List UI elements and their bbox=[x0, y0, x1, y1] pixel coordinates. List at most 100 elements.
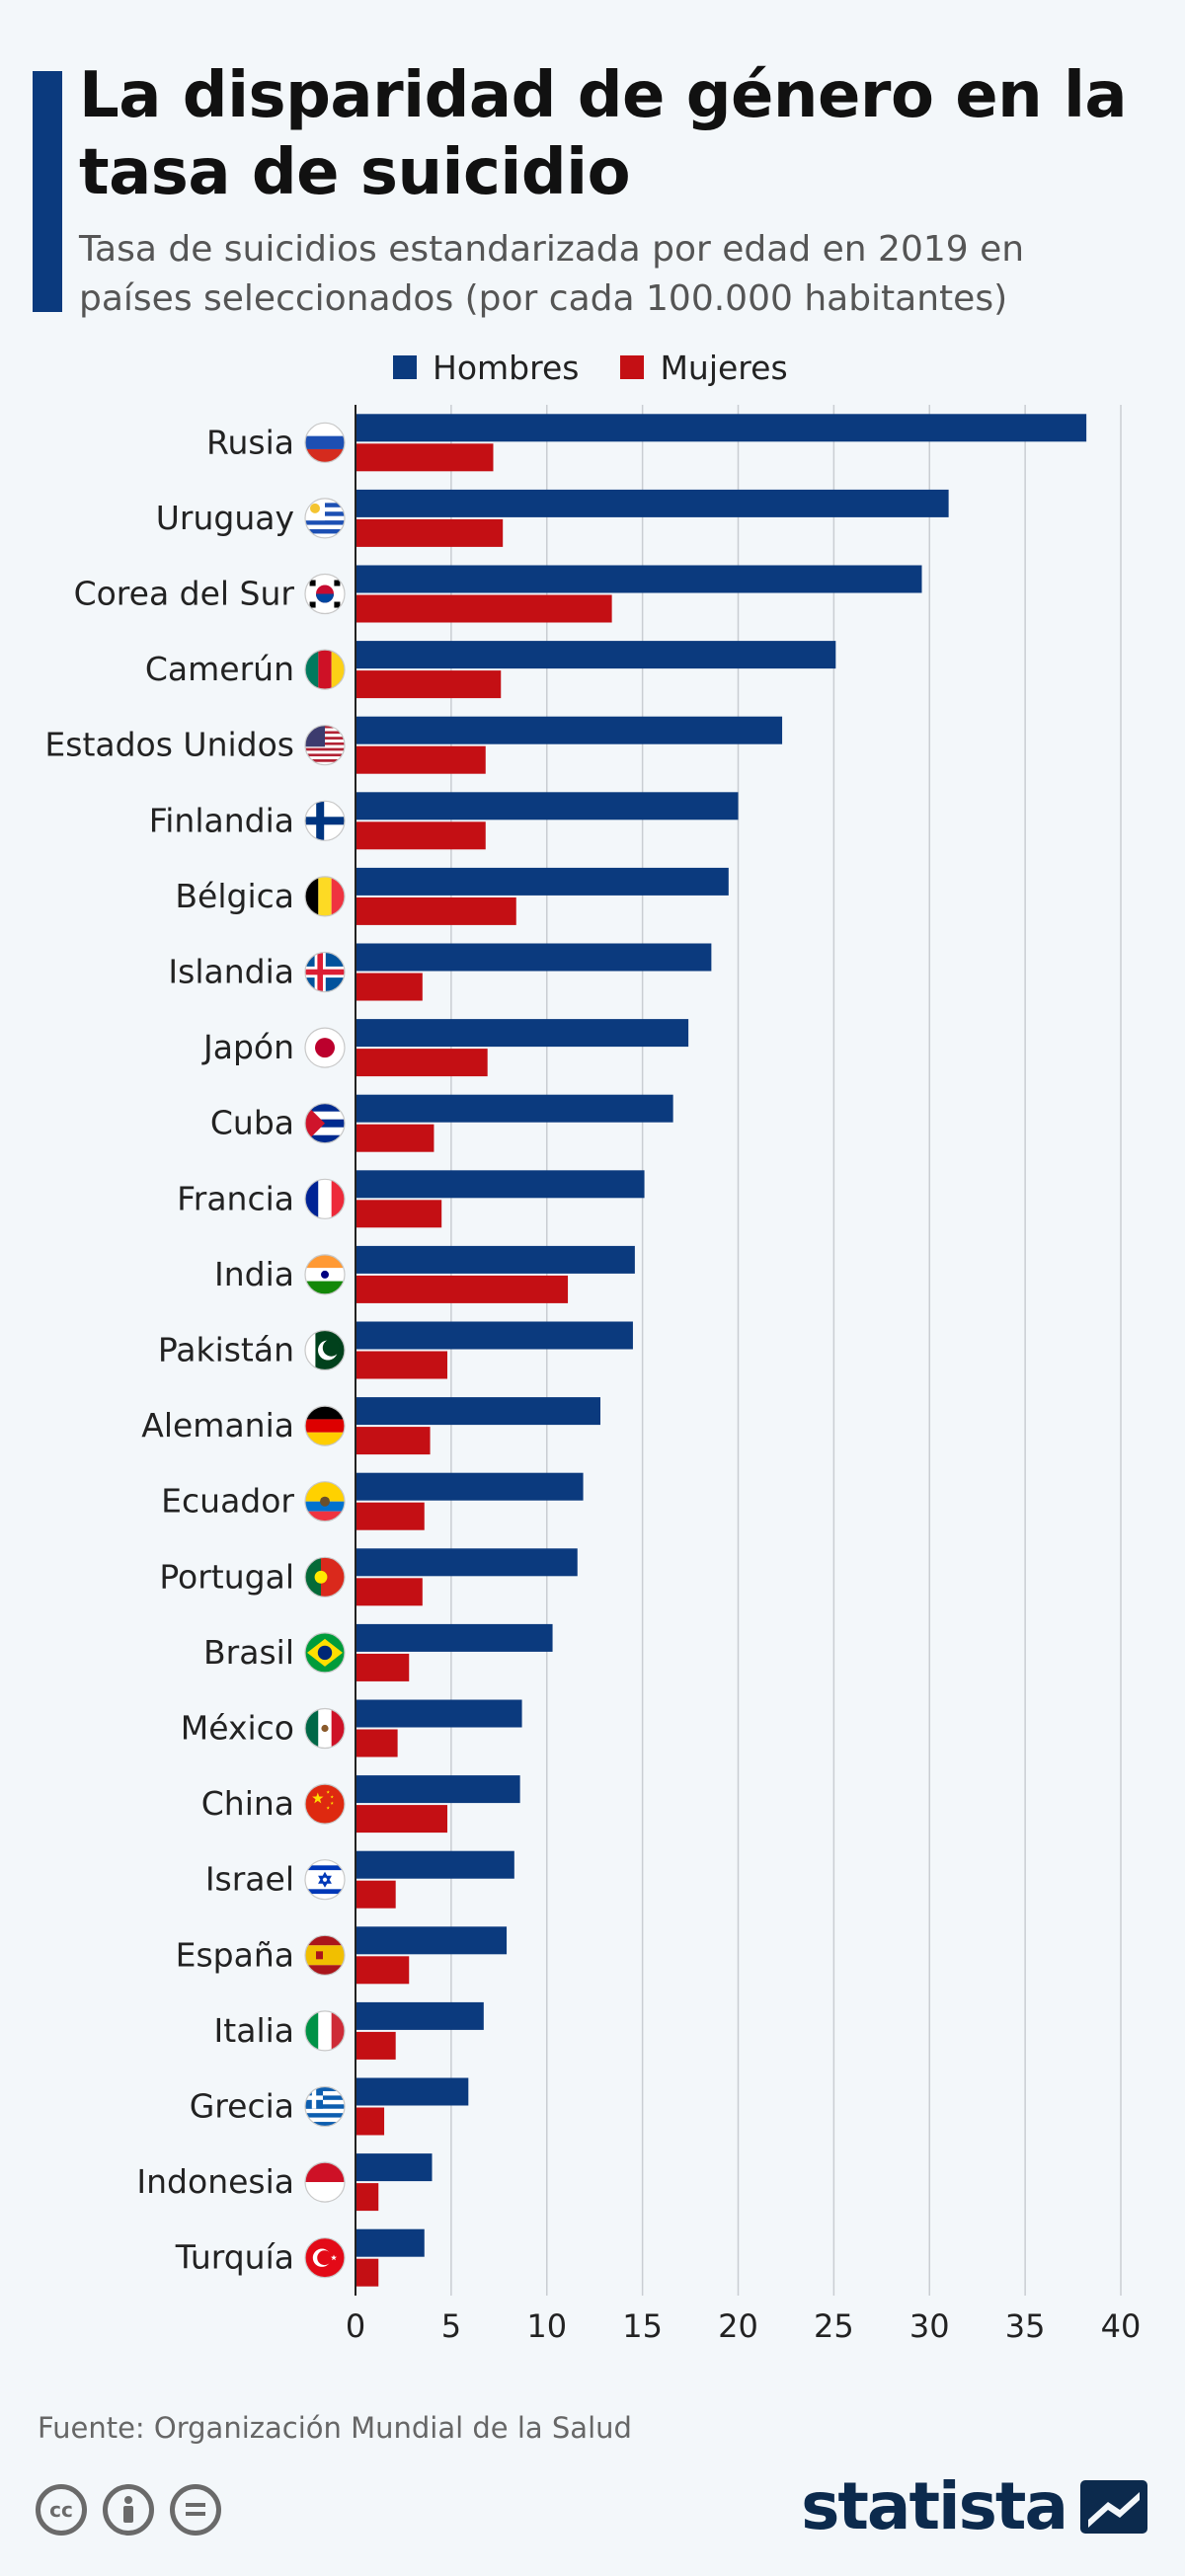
flag-cameroon-icon bbox=[304, 649, 346, 690]
category-label: Ecuador bbox=[161, 1482, 294, 1521]
flag-iceland-icon bbox=[304, 951, 346, 993]
flag-indonesia-icon bbox=[304, 2161, 346, 2203]
bar-men bbox=[356, 1321, 633, 1350]
bar-women bbox=[356, 594, 612, 623]
x-tick-label: 25 bbox=[814, 2307, 854, 2345]
x-tick-label: 20 bbox=[718, 2307, 758, 2345]
legend-label-men: Hombres bbox=[433, 348, 580, 387]
category-label: Turquía bbox=[175, 2238, 294, 2277]
category-label: Camerún bbox=[145, 650, 294, 688]
bar-men bbox=[356, 1623, 553, 1652]
flag-greece-icon bbox=[304, 2085, 346, 2128]
bar-women bbox=[356, 1502, 425, 1530]
category-label: Finlandia bbox=[149, 801, 294, 839]
bar-women bbox=[356, 1880, 396, 1909]
category-label: Rusia bbox=[206, 423, 294, 461]
bar-men bbox=[356, 565, 922, 593]
bar-women bbox=[356, 745, 486, 774]
x-tick-label: 15 bbox=[622, 2307, 663, 2345]
flag-finland-icon bbox=[304, 800, 346, 841]
category-label: Cuba bbox=[210, 1104, 294, 1142]
bar-men bbox=[356, 2001, 484, 2030]
bar-women bbox=[356, 1275, 569, 1303]
category-label: Israel bbox=[205, 1860, 294, 1899]
x-tick-label: 35 bbox=[1005, 2307, 1046, 2345]
flag-brazil-icon bbox=[304, 1632, 346, 1674]
flag-turkey-icon bbox=[304, 2237, 346, 2279]
legend-item-women: Mujeres bbox=[620, 348, 788, 387]
legend-swatch-men bbox=[393, 355, 417, 379]
category-label: Estados Unidos bbox=[44, 726, 294, 764]
bar-women bbox=[356, 1956, 410, 1985]
bar-women bbox=[356, 1653, 410, 1681]
flag-usa-icon bbox=[304, 725, 346, 766]
bar-men bbox=[356, 1019, 689, 1048]
category-label: Francia bbox=[177, 1179, 294, 1217]
x-tick-label: 30 bbox=[909, 2307, 950, 2345]
legend-label-women: Mujeres bbox=[660, 348, 788, 387]
x-tick-label: 0 bbox=[346, 2307, 365, 2345]
category-label: España bbox=[176, 1935, 294, 1974]
bar-men bbox=[356, 489, 949, 517]
bar-women bbox=[356, 1124, 434, 1152]
category-label: India bbox=[214, 1255, 294, 1293]
bar-men bbox=[356, 1170, 645, 1199]
bar-women bbox=[356, 2031, 396, 2060]
flag-china-icon bbox=[304, 1783, 346, 1825]
bar-chart: 0 5 10 15 20 25 30 35 40 Rusia Uruguay Corea del Su… bbox=[44, 405, 1141, 2345]
bar-men bbox=[356, 2077, 469, 2106]
legend-swatch-women bbox=[620, 355, 645, 379]
bar-men bbox=[356, 1548, 578, 1577]
bar-women bbox=[356, 1200, 442, 1228]
bar-men bbox=[356, 1699, 522, 1728]
flag-italy-icon bbox=[304, 2010, 346, 2052]
x-tick-label: 10 bbox=[526, 2307, 567, 2345]
flag-south-korea-icon bbox=[304, 573, 346, 615]
flag-ecuador-icon bbox=[304, 1481, 346, 1522]
category-label: Corea del Sur bbox=[74, 575, 295, 613]
bar-women bbox=[356, 897, 516, 925]
flag-france-icon bbox=[304, 1178, 346, 1219]
bar-men bbox=[356, 1094, 673, 1123]
bar-women bbox=[356, 2183, 379, 2212]
category-label: Pakistán bbox=[158, 1331, 294, 1369]
cc-icon[interactable]: cc bbox=[36, 2484, 87, 2536]
bar-men bbox=[356, 1397, 600, 1426]
bar-women bbox=[356, 1578, 423, 1606]
source-note: Fuente: Organización Mundial de la Salud bbox=[38, 2411, 632, 2445]
category-label: China bbox=[201, 1784, 294, 1823]
category-label: Alemania bbox=[141, 1406, 294, 1444]
bar-men bbox=[356, 716, 783, 744]
bar-men bbox=[356, 867, 729, 896]
bar-men bbox=[356, 1926, 508, 1955]
bar-women bbox=[356, 1805, 447, 1834]
bar-men bbox=[356, 1245, 635, 1274]
category-label: México bbox=[181, 1709, 294, 1748]
flag-germany-icon bbox=[304, 1405, 346, 1446]
category-label: Brasil bbox=[203, 1633, 294, 1672]
x-tick-label: 5 bbox=[441, 2307, 461, 2345]
bar-men bbox=[356, 1775, 520, 1804]
flag-portugal-icon bbox=[304, 1556, 346, 1598]
flag-belgium-icon bbox=[304, 876, 346, 917]
category-label: Bélgica bbox=[175, 877, 294, 915]
flag-russia-icon bbox=[304, 422, 346, 463]
bar-women bbox=[356, 1351, 447, 1379]
bar-women bbox=[356, 518, 504, 547]
category-label: Uruguay bbox=[156, 499, 294, 537]
no-derivatives-icon[interactable] bbox=[170, 2484, 221, 2536]
flag-uruguay-icon bbox=[304, 498, 346, 539]
category-label: Islandia bbox=[168, 953, 294, 991]
statista-logo[interactable]: statista bbox=[801, 2468, 1147, 2544]
flag-israel-icon bbox=[304, 1859, 346, 1901]
bar-men bbox=[356, 943, 712, 972]
attribution-icon[interactable] bbox=[103, 2484, 154, 2536]
bar-men bbox=[356, 2153, 433, 2182]
bar-men bbox=[356, 1472, 584, 1501]
bar-women bbox=[356, 1729, 398, 1757]
flag-pakistan-icon bbox=[304, 1329, 346, 1371]
license-icons: cc bbox=[36, 2484, 237, 2536]
bar-women bbox=[356, 2107, 385, 2136]
category-label: Italia bbox=[214, 2011, 294, 2050]
category-label: Portugal bbox=[159, 1557, 294, 1596]
